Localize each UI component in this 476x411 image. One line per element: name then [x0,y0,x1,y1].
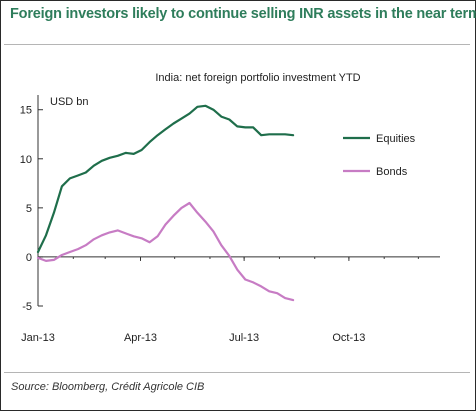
data-point-bonds [188,202,191,204]
data-point-bonds [37,257,39,259]
data-point-equities [172,122,175,125]
legend-label-equities: Equities [376,133,416,145]
chart-legend: Equities Bonds [343,133,416,178]
data-point-bonds [172,215,175,217]
y-tick-label: 0 [26,252,32,264]
data-point-equities [109,157,111,159]
data-point-bonds [284,297,286,299]
data-point-bonds [260,285,262,287]
footer-divider [4,372,470,373]
data-point-equities [236,125,238,128]
x-tick-label: Jul-13 [229,332,259,344]
data-point-equities [101,160,103,162]
data-point-bonds [236,269,238,271]
data-point-equities [276,133,278,135]
data-point-bonds [77,248,79,250]
data-point-bonds [156,235,159,237]
data-point-equities [204,105,207,107]
data-point-equities [244,126,246,128]
data-point-bonds [109,231,111,233]
data-point-bonds [133,235,135,237]
data-point-equities [69,177,71,180]
data-point-bonds [45,260,47,262]
data-point-equities [292,134,294,136]
data-point-equities [85,171,87,174]
y-tick-label: 10 [20,154,32,166]
data-point-bonds [61,254,63,256]
data-point-equities [149,141,151,143]
data-point-equities [268,133,270,135]
title-divider [4,44,470,45]
data-point-equities [164,128,167,130]
source-note: Source: Bloomberg, Crédit Agricole CIB [11,381,205,393]
data-point-bonds [164,223,167,226]
x-tick-label: Oct-13 [332,332,365,344]
chart-title: India: net foreign portfolio investment … [155,72,360,84]
data-point-equities [45,234,47,236]
data-point-bonds [276,292,278,294]
chart-series [36,104,295,302]
data-point-bonds [220,244,222,246]
data-point-bonds [85,244,87,246]
data-point-equities [117,155,119,157]
x-tick-label: Jan-13 [21,332,55,344]
x-tick-label: Apr-13 [124,332,157,344]
y-tick-label: -5 [22,301,32,313]
data-point-equities [188,113,191,115]
data-point-equities [196,106,199,108]
data-point-bonds [93,238,95,240]
data-point-bonds [69,251,71,253]
data-point-equities [77,174,79,177]
data-point-equities [156,134,159,136]
data-point-equities [228,118,230,121]
data-point-bonds [228,255,230,257]
data-point-bonds [292,299,294,301]
data-point-equities [220,115,222,118]
legend-label-bonds: Bonds [376,166,408,178]
data-point-bonds [101,234,103,236]
data-point-bonds [141,237,143,239]
data-point-equities [125,152,127,154]
data-point-equities [284,133,286,135]
data-point-equities [133,153,135,155]
data-point-equities [93,165,95,167]
data-point-equities [61,185,63,187]
data-point-equities [260,134,262,136]
data-point-equities [252,126,254,128]
data-point-bonds [252,281,254,284]
data-point-bonds [180,207,183,209]
chart-axes: 15 10 5 0 -5 Jan-13 Apr-13 Jul-13 Oct-13 [20,95,440,344]
page-title: Foreign investors likely to continue sel… [10,6,476,22]
data-point-equities [141,149,143,151]
series-line-bonds [36,201,295,302]
data-point-bonds [196,212,199,214]
data-point-equities [37,251,39,253]
series-line-equities [36,104,295,254]
data-point-bonds [53,259,55,261]
data-point-bonds [149,241,151,243]
data-point-bonds [204,221,207,223]
y-tick-label: 15 [20,105,32,117]
data-point-bonds [244,278,246,281]
data-point-equities [180,117,183,120]
y-tick-label: 5 [26,203,32,215]
data-point-equities [212,109,214,111]
data-point-bonds [268,290,270,292]
data-point-bonds [117,229,119,232]
y-axis-unit-label: USD bn [50,96,89,108]
data-point-equities [53,212,55,214]
data-point-bonds [212,230,214,233]
data-point-bonds [125,232,127,234]
